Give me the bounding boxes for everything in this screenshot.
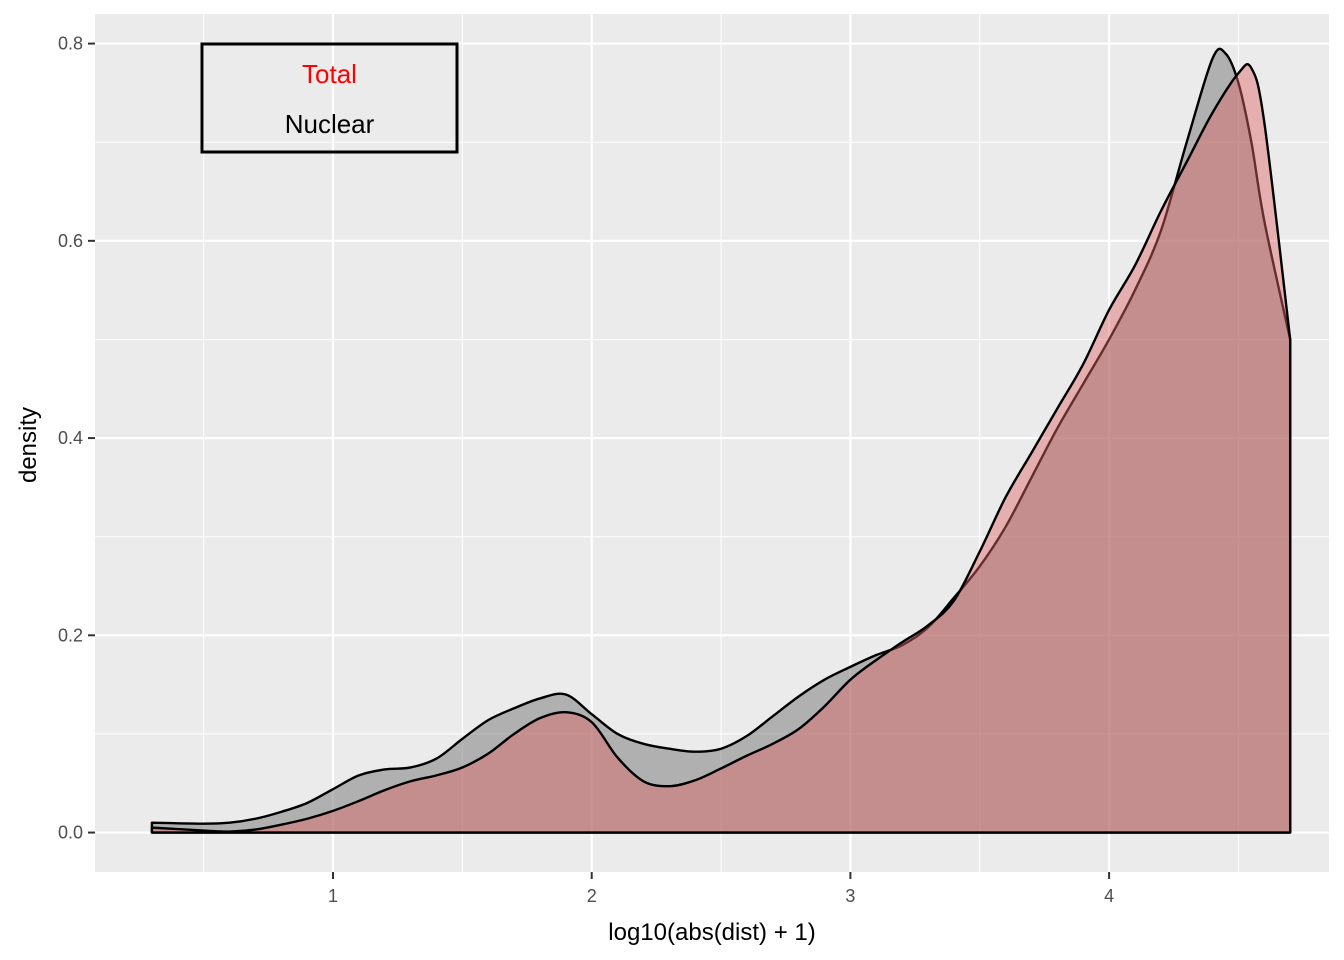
y-tick-label: 0.4: [58, 428, 83, 448]
y-tick-label: 0.0: [58, 823, 83, 843]
y-axis: 0.0 0.2 0.4 0.6 0.8: [58, 34, 95, 843]
y-tick-label: 0.2: [58, 625, 83, 645]
density-area-total: [150, 63, 1292, 834]
legend-label-nuclear: Nuclear: [285, 109, 375, 139]
y-tick-label: 0.6: [58, 231, 83, 251]
y-axis-title: density: [15, 407, 42, 483]
y-tick-label: 0.8: [58, 34, 83, 54]
legend-label-total: Total: [302, 59, 357, 89]
x-tick-label: 3: [845, 886, 855, 906]
density-area-nuclear: [150, 47, 1292, 834]
density-areas: [150, 47, 1292, 834]
legend: Total Nuclear: [200, 42, 459, 154]
x-tick-label: 4: [1104, 886, 1114, 906]
legend-box: [200, 42, 459, 154]
x-axis: 1 2 3 4: [328, 872, 1114, 906]
x-axis-title: log10(abs(dist) + 1): [608, 919, 815, 946]
x-tick-label: 2: [587, 886, 597, 906]
x-tick-label: 1: [328, 886, 338, 906]
